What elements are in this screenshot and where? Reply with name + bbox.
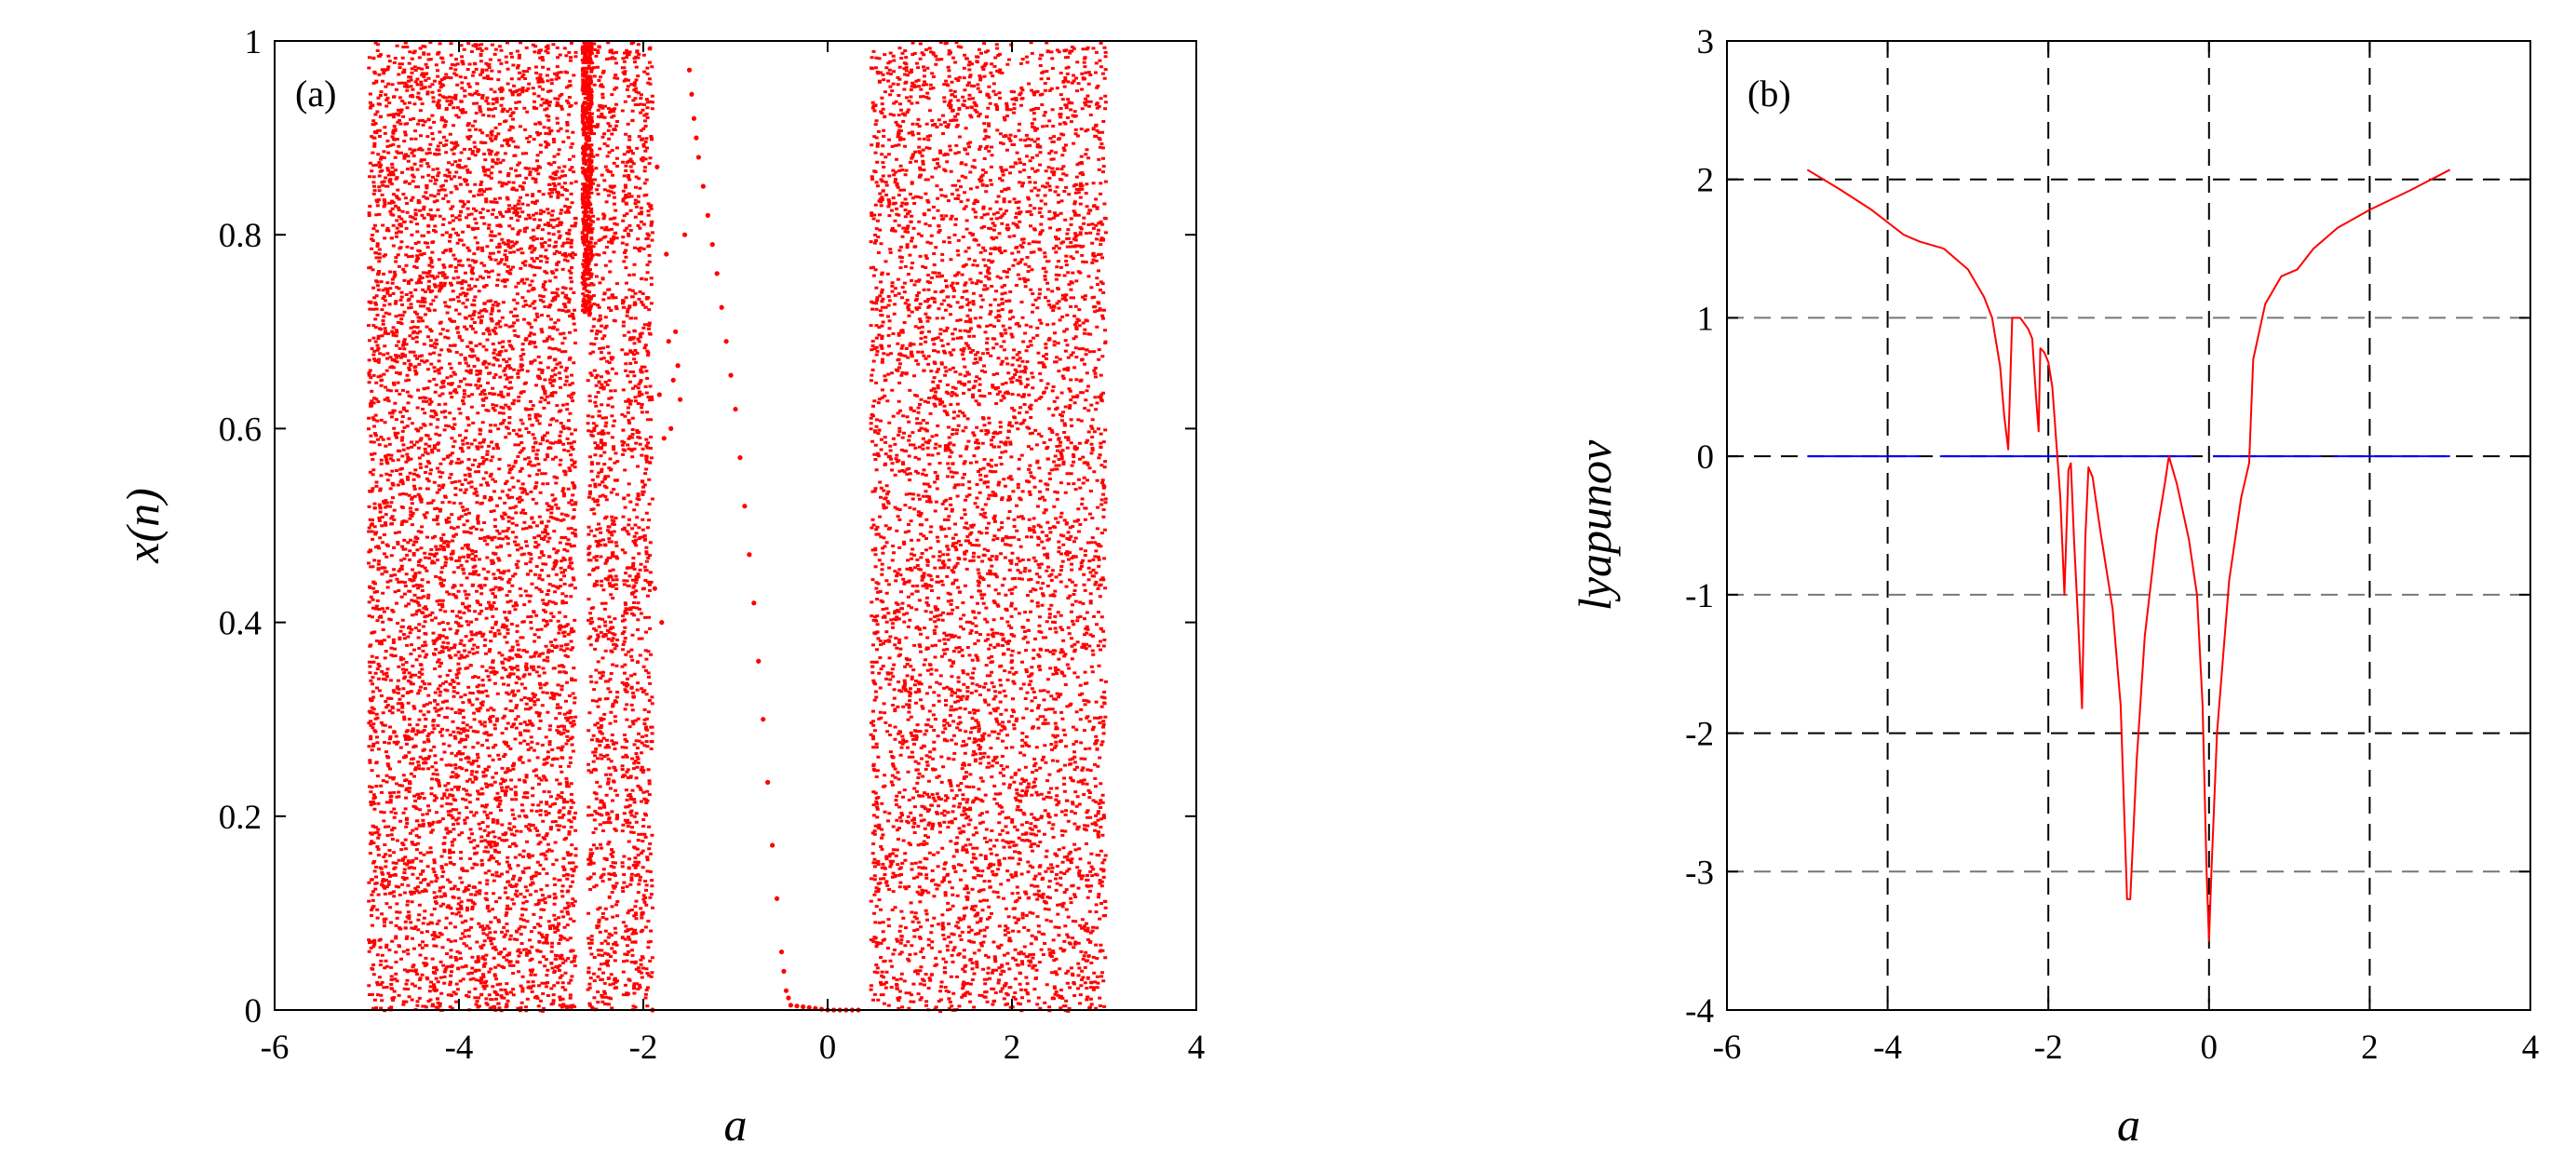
b-ytick-label: 3 — [1697, 23, 1715, 61]
panel-a-periodic-point — [678, 397, 683, 402]
panel-a-periodic-point — [723, 339, 729, 344]
b-xtick-label: 4 — [2522, 1029, 2540, 1067]
panel-b-data — [1806, 168, 2451, 942]
panel-a-periodic-point — [664, 251, 669, 257]
panel-a-periodic-point — [733, 406, 738, 412]
panel-a-periodic-point — [695, 155, 702, 160]
a-ytick-label: 0 — [245, 992, 263, 1031]
a-xtick-label: -4 — [445, 1029, 474, 1067]
panel-a-periodic-point — [786, 995, 791, 1001]
b-ytick-label: -1 — [1685, 577, 1714, 615]
panel-a-periodic-point — [806, 1004, 812, 1010]
panel-b-xlabel: a — [2117, 1098, 2140, 1151]
panel-a-periodic-point — [694, 135, 699, 141]
b-xtick-label: -6 — [1713, 1029, 1742, 1067]
panel-a-periodic-point — [794, 1004, 800, 1009]
b-xtick-label: 2 — [2361, 1029, 2379, 1067]
panel-a-periodic-point — [705, 212, 710, 218]
panel-a-periodic-point — [781, 968, 787, 974]
b-xtick-label: -4 — [1873, 1029, 1902, 1067]
b-xtick-label: -2 — [2034, 1029, 2063, 1067]
panel-a-periodic-point — [654, 164, 660, 169]
panel-a-label: (a) — [295, 73, 336, 115]
a-xtick-label: 2 — [1004, 1029, 1021, 1067]
panel-a-periodic-point — [783, 988, 789, 993]
panel-a-periodic-point — [689, 91, 695, 97]
panel-a-data — [367, 41, 1108, 1013]
panel-a-periodic-point — [737, 455, 743, 461]
panel-a-periodic-point — [686, 67, 693, 73]
panel-a-periodic-point — [765, 779, 771, 785]
panel-a-periodic-point — [747, 552, 752, 558]
a-xtick-label: 0 — [819, 1029, 837, 1067]
panel-a-ylabel: x(n) — [116, 488, 169, 564]
panel-a-periodic-point — [652, 586, 657, 591]
panel-a-xlabel: a — [724, 1098, 748, 1151]
panel-a-periodic-point — [778, 949, 785, 955]
a-xtick-label: -6 — [261, 1029, 290, 1067]
b-ytick-label: -3 — [1685, 854, 1714, 892]
b-ytick-label: -4 — [1685, 992, 1714, 1031]
panel-a-periodic-point — [656, 392, 662, 397]
panel-a-chaotic-points — [367, 41, 1108, 1013]
panel-a-periodic-point — [788, 1003, 794, 1008]
panel-a-periodic-point — [801, 1004, 806, 1010]
panel-b-frame — [1726, 40, 2531, 1011]
panel-a-periodic-point — [668, 425, 674, 431]
panel-a: -6 -4 -2 0 2 4 0 0.2 0.4 0.6 0.8 1 (a) a x(n) — [116, 23, 1205, 1151]
panel-b-lyapunov-line — [1806, 168, 2451, 942]
a-ytick-label: 0.6 — [219, 411, 262, 449]
a-xtick-label: 4 — [1188, 1029, 1206, 1067]
panel-a-periodic-point — [691, 115, 697, 121]
panel-b-grid — [1727, 41, 2530, 1010]
panel-a-frame — [274, 40, 1197, 1011]
b-ytick-label: 1 — [1697, 300, 1715, 338]
panel-a-periodic-point — [659, 620, 665, 626]
panel-a-periodic-point — [742, 504, 748, 509]
a-ytick-label: 0.2 — [219, 799, 262, 837]
panel-b-label: (b) — [1747, 73, 1791, 115]
panel-a-periodic-point — [774, 896, 780, 901]
a-xtick-label: -2 — [629, 1029, 658, 1067]
panel-a-periodic-point — [673, 329, 679, 334]
panel-a-periodic-point — [675, 363, 681, 369]
panel-a-periodic-point — [728, 372, 734, 378]
panel-a-periodic-point — [670, 377, 676, 383]
a-ytick-label: 0.8 — [219, 217, 262, 255]
b-ytick-label: -2 — [1685, 716, 1714, 754]
panel-a-periodic-point — [666, 339, 671, 344]
b-ytick-label: 0 — [1697, 438, 1715, 477]
panel-a-periodic-point — [661, 436, 667, 441]
panel-b-ylabel: lyapunov — [1569, 439, 1621, 611]
panel-a-periodic-point — [681, 232, 688, 237]
panel-a-periodic-point — [700, 183, 706, 189]
panel-a-periodic-point — [751, 600, 757, 606]
panel-a-periodic-point — [719, 304, 724, 310]
panel-a-periodic-point — [761, 717, 766, 722]
panel-a-ticks: -6 -4 -2 0 2 4 0 0.2 0.4 0.6 0.8 1 — [219, 23, 1206, 1067]
panel-a-periodic-point — [756, 658, 762, 664]
panel-a-periodic-point — [709, 242, 715, 248]
b-xtick-label: 0 — [2201, 1029, 2219, 1067]
b-ytick-label: 2 — [1697, 162, 1715, 200]
a-ytick-label: 1 — [245, 23, 263, 61]
panel-a-periodic-point — [770, 842, 775, 848]
a-ytick-label: 0.4 — [219, 605, 262, 643]
panel-a-periodic-point — [714, 271, 720, 276]
